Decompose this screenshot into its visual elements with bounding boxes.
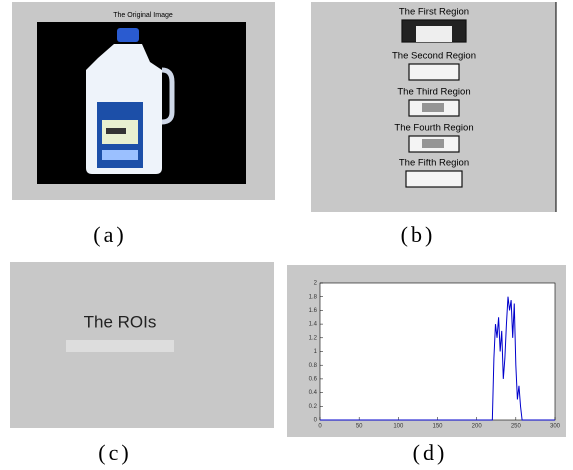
panel-title: The Original Image [113, 12, 173, 19]
region-image-detail [416, 26, 452, 42]
y-tick-label: 0.2 [309, 404, 318, 410]
y-tick-label: 0.8 [309, 363, 318, 369]
x-tick-label: 50 [356, 424, 363, 430]
region-image-detail [422, 139, 444, 148]
y-tick-label: 1.6 [309, 308, 318, 314]
y-tick-label: 0.4 [309, 390, 318, 396]
region-title: The Second Region [392, 51, 476, 62]
region-title: The First Region [399, 7, 469, 18]
x-tick-label: 200 [472, 424, 483, 430]
region-title: The Fourth Region [394, 123, 473, 134]
region-image [406, 171, 462, 187]
x-tick-label: 150 [432, 424, 443, 430]
region-image [409, 64, 459, 80]
figure: The Original Image (a) The First Region T… [0, 0, 573, 470]
x-tick-label: 250 [511, 424, 522, 430]
caption: (d) [413, 440, 448, 465]
x-tick-label: 100 [393, 424, 404, 430]
region-image-detail [422, 103, 444, 112]
roi-label: The ROIs [84, 312, 157, 331]
caption: (c) [98, 440, 131, 465]
y-tick-label: 1.8 [309, 294, 318, 300]
page: The Original Image (a) The First Region T… [0, 0, 573, 470]
y-tick-label: 1.4 [309, 322, 318, 328]
x-tick-label: 300 [550, 424, 561, 430]
region-title: The Fifth Region [399, 158, 469, 169]
caption: (a) [93, 222, 126, 247]
y-tick-label: 1.2 [309, 335, 318, 341]
roi-strip [66, 340, 174, 352]
region-title: The Third Region [397, 87, 470, 98]
y-tick-label: 0.6 [309, 376, 318, 382]
caption: (b) [401, 222, 436, 247]
